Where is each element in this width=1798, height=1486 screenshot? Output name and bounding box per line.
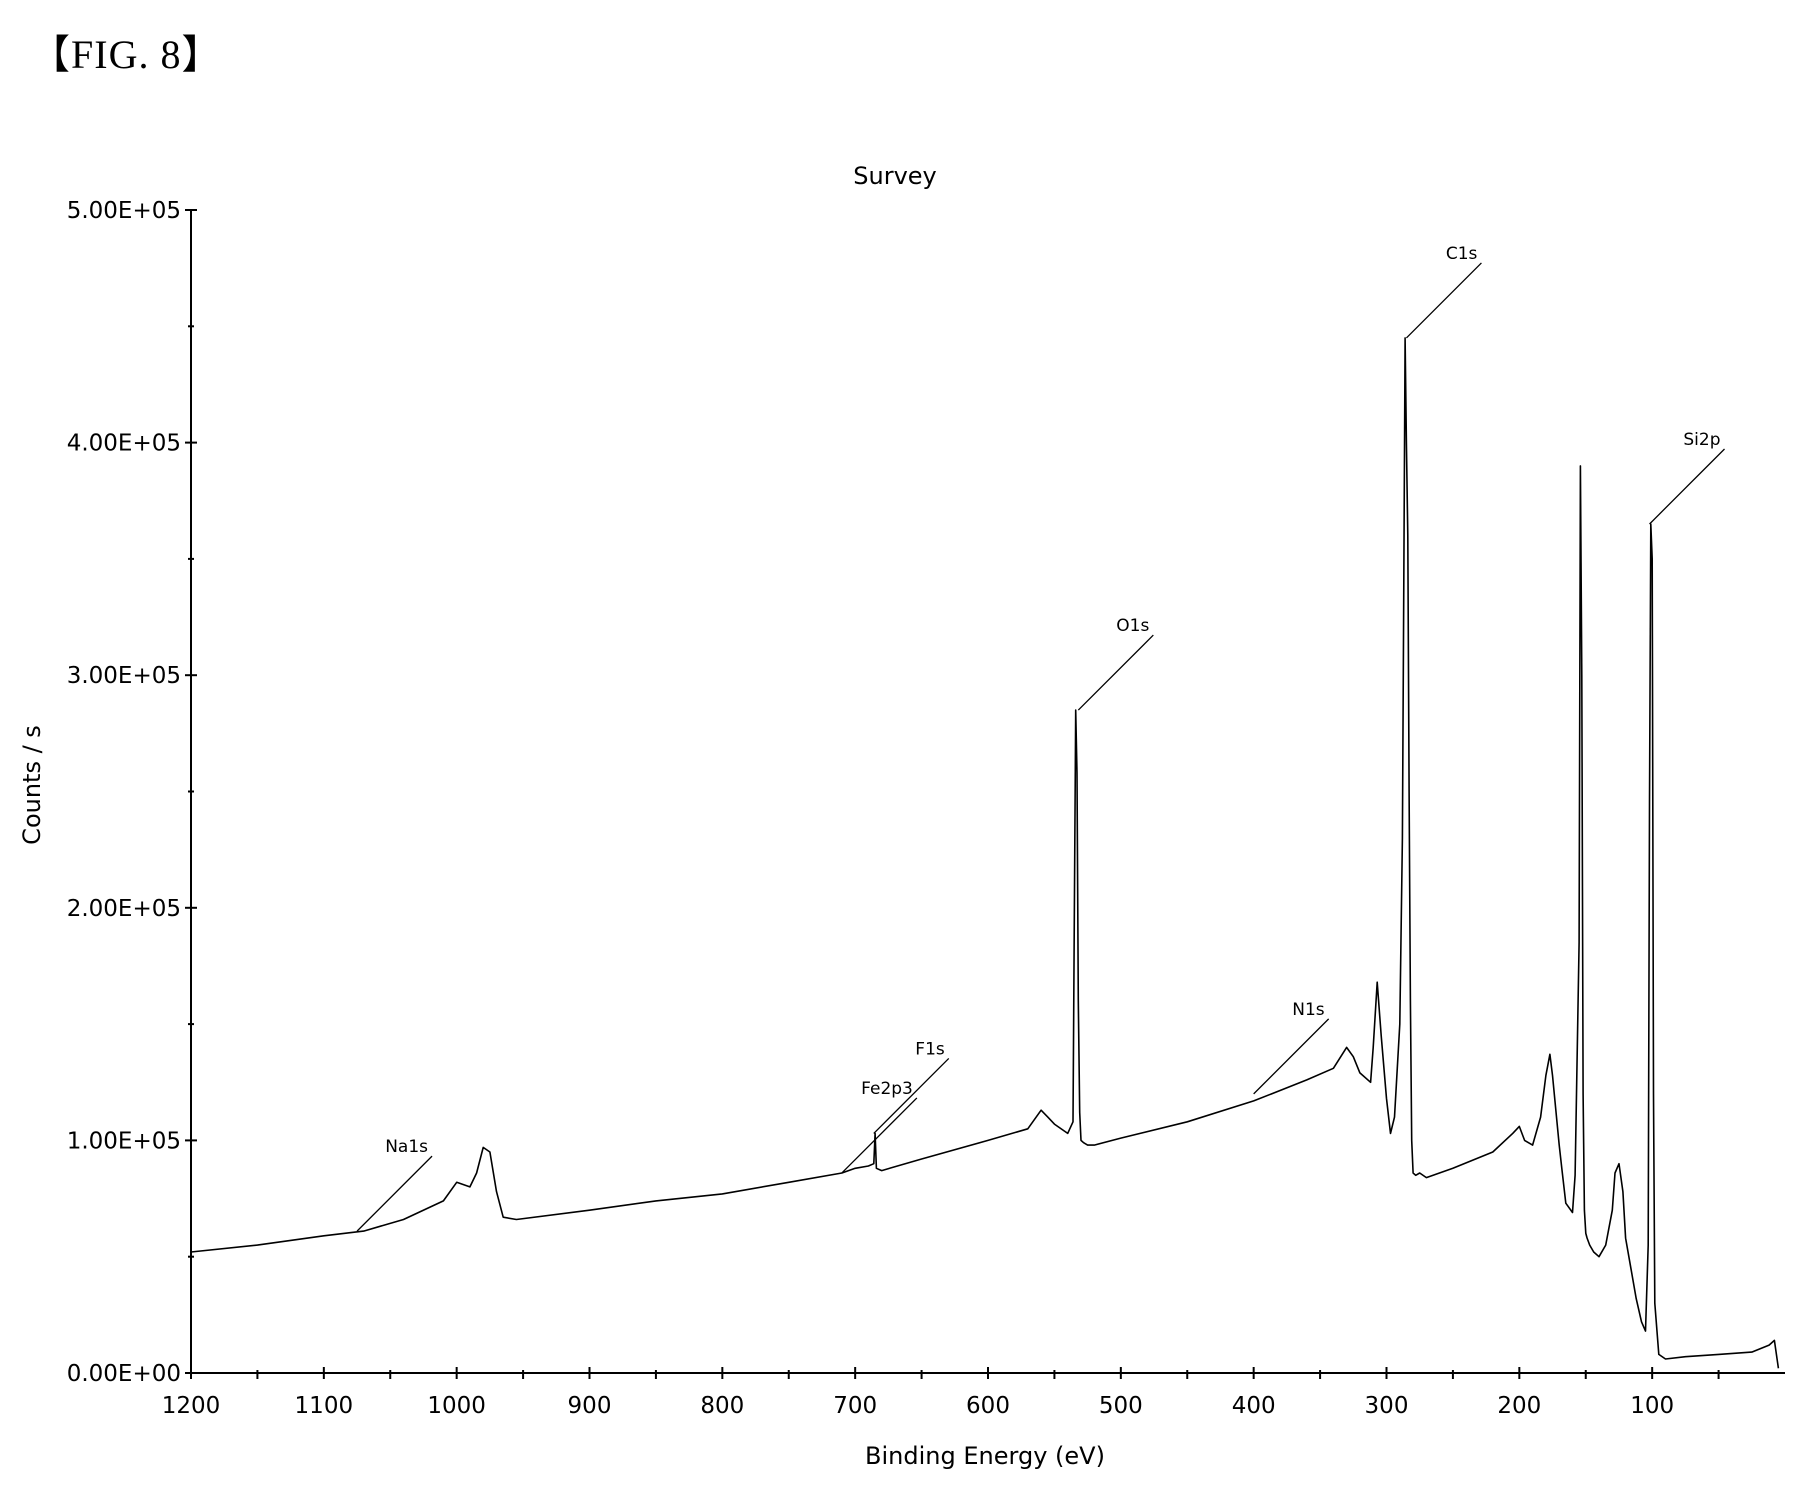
annotation-leader-line [873, 1057, 950, 1134]
y-tick-label: 4.00E+05 [67, 431, 181, 457]
annotation-label: O1s [1116, 616, 1149, 636]
annotation-leader-line [1649, 448, 1725, 525]
y-tick-label: 3.00E+05 [67, 663, 181, 689]
x-tick-label: 600 [966, 1393, 1010, 1419]
x-tick-label: 500 [1099, 1393, 1143, 1419]
series-layer [190, 337, 1780, 1369]
y-tick-label: 0.00E+00 [67, 1361, 181, 1387]
x-tick-label: 1000 [427, 1393, 486, 1419]
annotation-label: Si2p [1683, 430, 1720, 450]
annotation-leader-line [1405, 262, 1482, 339]
annotation-leader-line [841, 1097, 918, 1174]
annotation-leader-line [1077, 634, 1154, 711]
axes: 0.00E+00 1.00E+05 2.00E+05 3.00E+05 4.00E+05… [67, 198, 1785, 1419]
x-tick-label: 900 [568, 1393, 612, 1419]
x-tick-label: 100 [1630, 1393, 1674, 1419]
y-axis-title: Counts / s [18, 725, 46, 845]
annotation-label: Na1s [385, 1137, 428, 1157]
x-axis-title: Binding Energy (eV) [865, 1442, 1105, 1470]
annotation-leader-line [1253, 1018, 1330, 1095]
y-tick-label: 2.00E+05 [67, 896, 181, 922]
x-tick-label: 200 [1497, 1393, 1541, 1419]
series-line-0 [190, 337, 1780, 1369]
annotation-label: F1s [915, 1039, 945, 1059]
annotation-leader-line [356, 1155, 433, 1232]
chart-title: Survey [853, 162, 936, 190]
y-tick-label: 5.00E+05 [67, 198, 181, 224]
x-tick-label: 800 [700, 1393, 744, 1419]
annotation-label: C1s [1446, 244, 1478, 264]
y-tick-label: 1.00E+05 [67, 1128, 181, 1154]
x-tick-label: 400 [1232, 1393, 1276, 1419]
x-tick-label: 700 [833, 1393, 877, 1419]
x-tick-label: 300 [1365, 1393, 1409, 1419]
x-tick-label: 1200 [162, 1393, 221, 1419]
annotation-label: N1s [1292, 1000, 1325, 1020]
annotation-label: Fe2p3 [861, 1079, 913, 1099]
x-tick-label: 1100 [295, 1393, 354, 1419]
figure-label: 【FIG. 8】 [30, 32, 223, 77]
